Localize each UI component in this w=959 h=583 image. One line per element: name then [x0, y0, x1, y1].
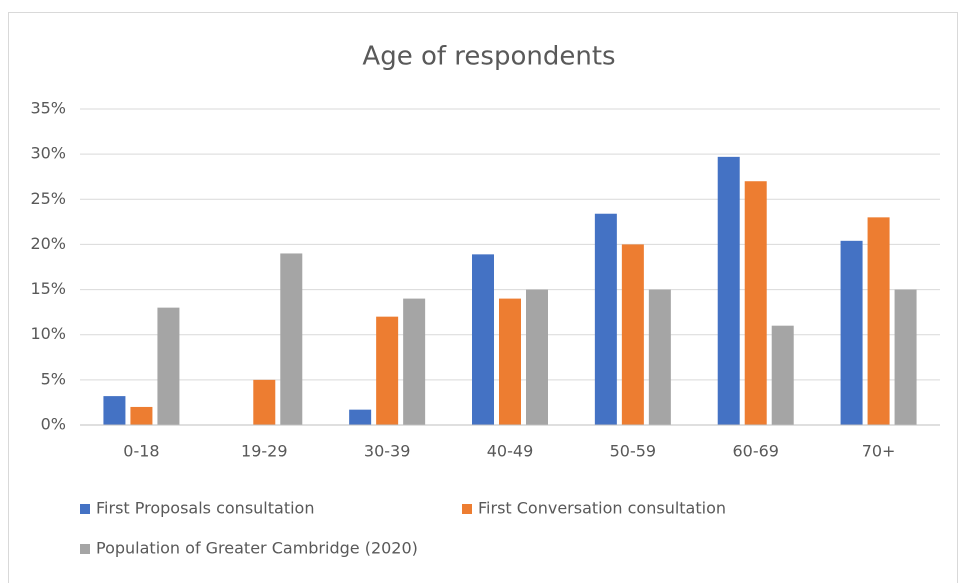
bar: [157, 307, 180, 425]
x-tick-label: 40-49: [487, 442, 534, 461]
x-tick-label: 19-29: [241, 442, 288, 461]
x-tick-label: 30-39: [364, 442, 411, 461]
y-tick-label: 5%: [41, 369, 66, 388]
bar: [771, 325, 794, 425]
y-tick-label: 20%: [30, 234, 66, 253]
y-tick-label: 25%: [30, 189, 66, 208]
bar: [621, 244, 644, 425]
legend-label: First Proposals consultation: [96, 499, 314, 518]
y-tick-label: 0%: [41, 415, 66, 434]
x-tick-label: 60-69: [732, 442, 779, 461]
chart-title: Age of respondents: [362, 42, 615, 72]
y-tick-label: 35%: [30, 99, 66, 118]
y-tick-label: 30%: [30, 144, 66, 163]
bar: [349, 409, 372, 425]
x-tick-label: 0-18: [123, 442, 159, 461]
bar: [130, 406, 153, 425]
x-tick-label: 70+: [862, 442, 896, 461]
legend-label: Population of Greater Cambridge (2020): [96, 539, 418, 558]
legend-swatch: [80, 504, 90, 514]
bar: [103, 396, 126, 425]
bar: [717, 156, 740, 425]
bar: [403, 298, 426, 425]
bar: [744, 181, 767, 425]
legend-swatch: [80, 544, 90, 554]
bar: [840, 240, 863, 425]
bar: [376, 316, 399, 425]
legend-swatch: [462, 504, 472, 514]
bar: [867, 217, 890, 425]
bar: [472, 254, 494, 425]
bar: [594, 213, 617, 425]
bar: [253, 379, 276, 425]
bar: [499, 298, 521, 425]
x-tick-label: 50-59: [610, 442, 657, 461]
y-tick-label: 10%: [30, 324, 66, 343]
legend-label: First Conversation consultation: [478, 499, 726, 518]
bar: [894, 289, 917, 425]
y-tick-label: 15%: [30, 279, 66, 298]
bar: [280, 253, 303, 425]
bar: [648, 289, 671, 425]
bar: [526, 289, 548, 425]
